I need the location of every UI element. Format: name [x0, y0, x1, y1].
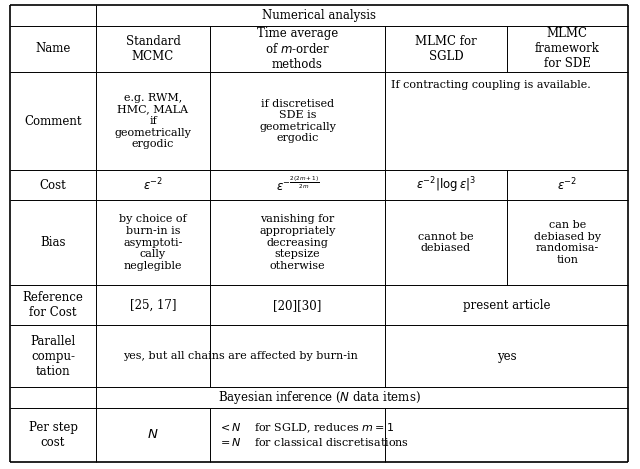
Text: Standard
MCMC: Standard MCMC — [125, 35, 180, 63]
Text: Parallel
compu-
tation: Parallel compu- tation — [31, 335, 76, 378]
Text: Cost: Cost — [40, 179, 67, 191]
Text: $\varepsilon^{-2}\left|\log\varepsilon\right|^3$: $\varepsilon^{-2}\left|\log\varepsilon\r… — [416, 175, 476, 195]
Text: Per step
cost: Per step cost — [29, 421, 77, 449]
Text: If contracting coupling is available.: If contracting coupling is available. — [391, 80, 591, 90]
Text: Time average
of $m$-order
methods: Time average of $m$-order methods — [257, 27, 338, 71]
Text: Bias: Bias — [40, 236, 66, 249]
Text: MLMC for
SGLD: MLMC for SGLD — [415, 35, 477, 63]
Text: yes, but all chains are affected by burn-in: yes, but all chains are affected by burn… — [123, 351, 358, 361]
Text: present article: present article — [463, 299, 550, 312]
Text: e.g. RWM,
HMC, MALA
if
geometrically
ergodic: e.g. RWM, HMC, MALA if geometrically erg… — [115, 93, 191, 149]
Text: Name: Name — [35, 42, 71, 55]
Text: $\varepsilon^{-2}$: $\varepsilon^{-2}$ — [557, 177, 577, 193]
Text: Reference
for Cost: Reference for Cost — [22, 291, 83, 319]
Text: if discretised
SDE is
geometrically
ergodic: if discretised SDE is geometrically ergo… — [259, 98, 336, 144]
Text: Bayesian inference ($N$ data items): Bayesian inference ($N$ data items) — [218, 389, 420, 406]
Text: by choice of
burn-in is
asymptoti-
cally
neglegible: by choice of burn-in is asymptoti- cally… — [119, 214, 187, 271]
Text: yes: yes — [497, 350, 516, 363]
Text: $= N$    for classical discretisations: $= N$ for classical discretisations — [218, 436, 409, 448]
Text: $N$: $N$ — [147, 428, 159, 441]
Text: vanishing for
appropriately
decreasing
stepsize
otherwise: vanishing for appropriately decreasing s… — [259, 214, 335, 271]
Text: Numerical analysis: Numerical analysis — [262, 9, 376, 22]
Text: $\varepsilon^{-2}$: $\varepsilon^{-2}$ — [143, 177, 163, 193]
Text: cannot be
debiased: cannot be debiased — [418, 232, 474, 253]
Text: Comment: Comment — [24, 114, 82, 128]
Text: can be
debiased by
randomisa-
tion: can be debiased by randomisa- tion — [534, 220, 601, 265]
Text: MLMC
framework
for SDE: MLMC framework for SDE — [535, 27, 600, 70]
Text: $\varepsilon^{-\frac{2(2m+1)}{2m}}$: $\varepsilon^{-\frac{2(2m+1)}{2m}}$ — [276, 176, 319, 194]
Text: $< N$    for SGLD, reduces $m = 1$: $< N$ for SGLD, reduces $m = 1$ — [218, 421, 394, 435]
Text: [25, 17]: [25, 17] — [130, 299, 176, 312]
Text: [20][30]: [20][30] — [273, 299, 322, 312]
